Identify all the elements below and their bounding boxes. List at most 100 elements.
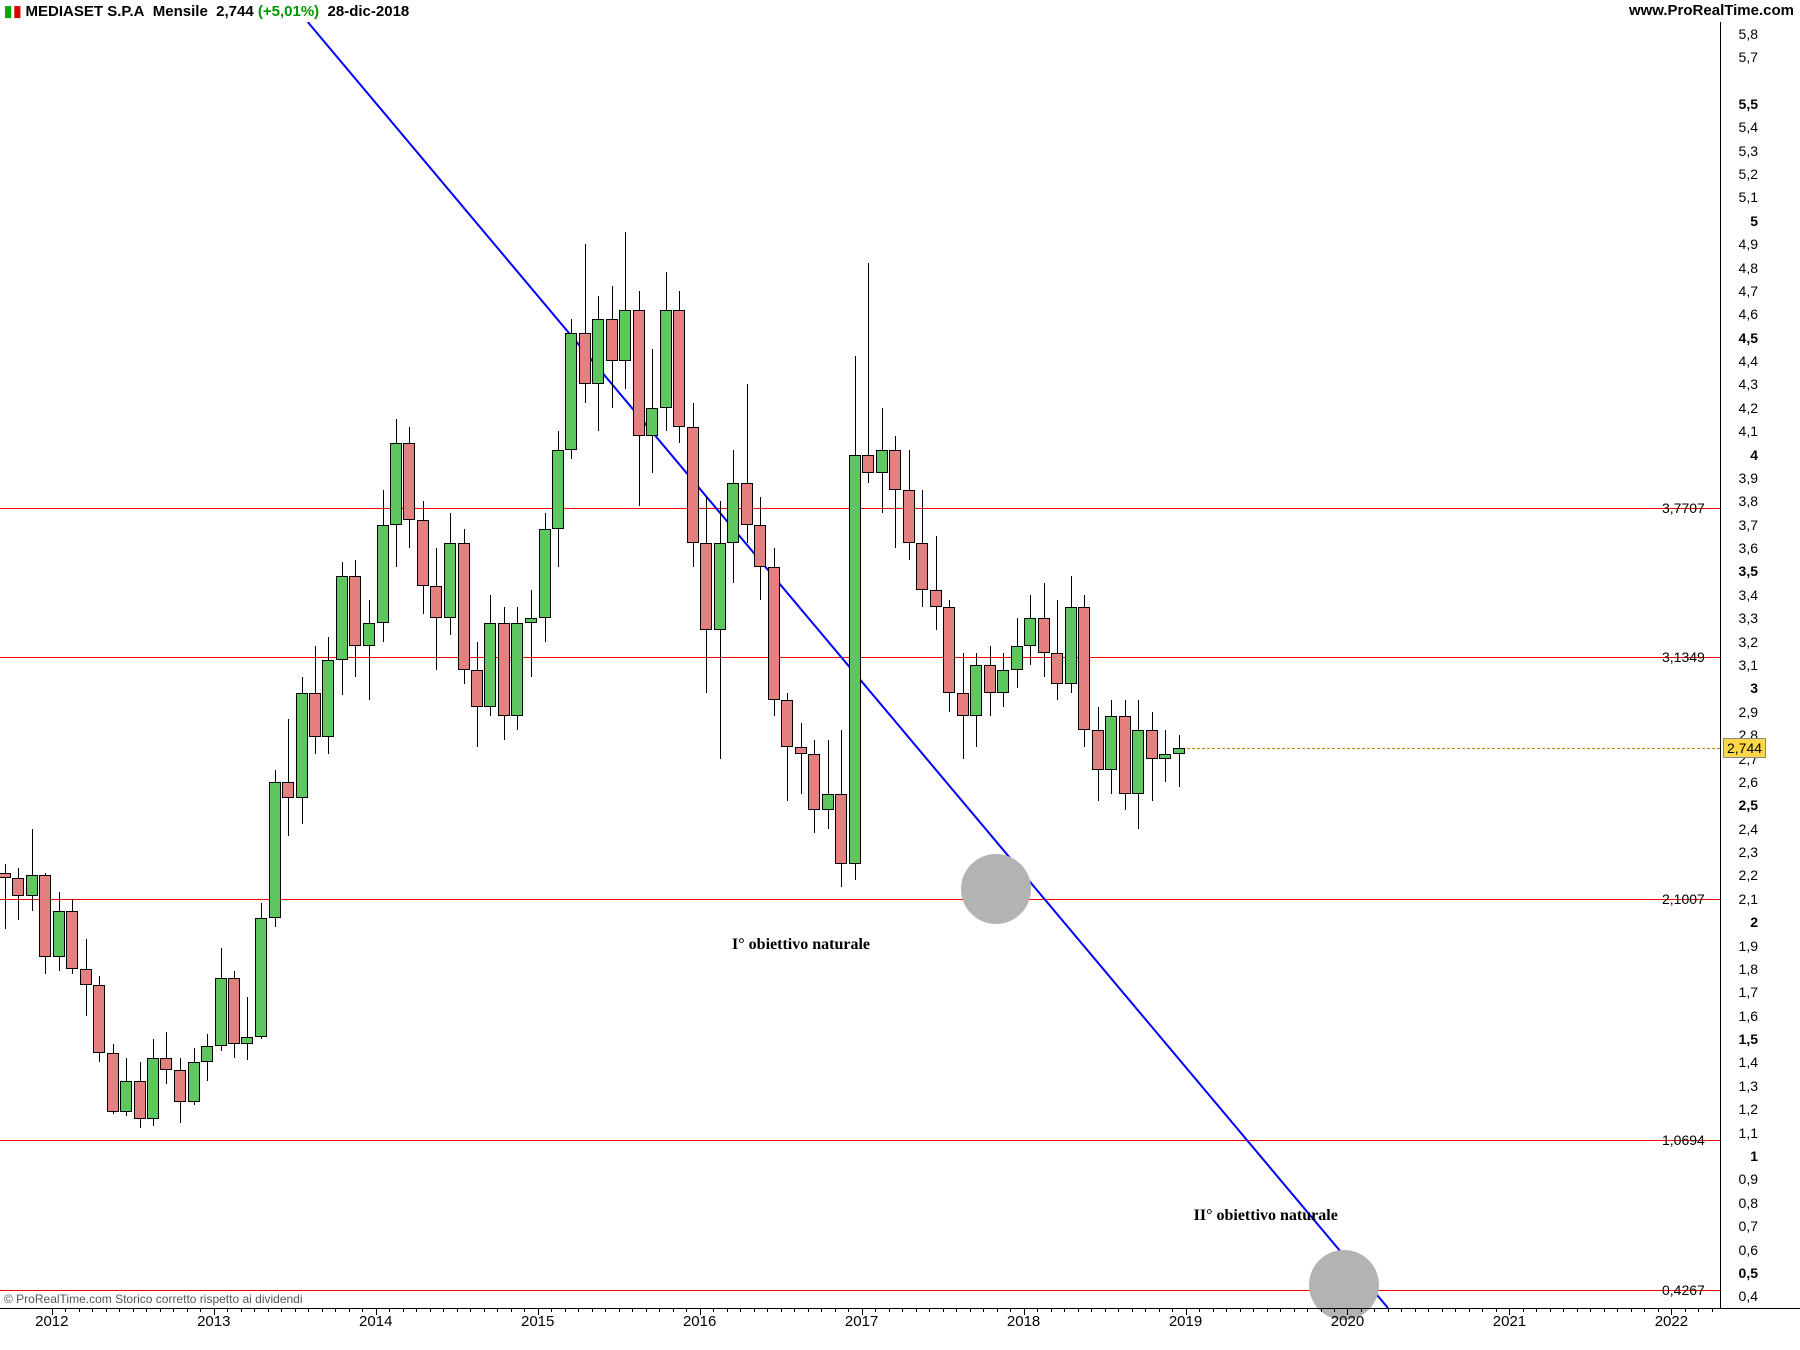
candle-body[interactable] bbox=[539, 529, 551, 618]
target-marker-circle[interactable] bbox=[961, 854, 1031, 924]
candle-body[interactable] bbox=[633, 310, 645, 436]
candle-body[interactable] bbox=[174, 1070, 186, 1103]
candle-body[interactable] bbox=[228, 978, 240, 1043]
candle-body[interactable] bbox=[849, 455, 861, 864]
candle-body[interactable] bbox=[201, 1046, 213, 1062]
candle-body[interactable] bbox=[700, 543, 712, 630]
candle-body[interactable] bbox=[417, 520, 429, 585]
candle-body[interactable] bbox=[1146, 730, 1158, 758]
candle-body[interactable] bbox=[160, 1058, 172, 1070]
candle-body[interactable] bbox=[646, 408, 658, 436]
x-tick-label: 2015 bbox=[521, 1313, 554, 1330]
candle-body[interactable] bbox=[619, 310, 631, 361]
candle-body[interactable] bbox=[916, 543, 928, 590]
candle-body[interactable] bbox=[943, 607, 955, 694]
y-tick-label: 3,7 bbox=[1739, 517, 1758, 533]
chart-annotation[interactable]: I° obiettivo naturale bbox=[732, 936, 870, 954]
candle-body[interactable] bbox=[606, 319, 618, 361]
candle-body[interactable] bbox=[565, 333, 577, 450]
candle-body[interactable] bbox=[957, 693, 969, 716]
candle-body[interactable] bbox=[363, 623, 375, 646]
horizontal-level-line[interactable] bbox=[0, 899, 1720, 900]
candle-body[interactable] bbox=[781, 700, 793, 747]
candle-body[interactable] bbox=[484, 623, 496, 707]
candle-body[interactable] bbox=[12, 878, 24, 897]
candle-body[interactable] bbox=[66, 911, 78, 969]
candle-body[interactable] bbox=[1065, 607, 1077, 684]
candle-body[interactable] bbox=[660, 310, 672, 408]
candle-body[interactable] bbox=[1092, 730, 1104, 770]
candle-body[interactable] bbox=[984, 665, 996, 693]
candle-body[interactable] bbox=[1038, 618, 1050, 653]
candle-body[interactable] bbox=[377, 525, 389, 623]
candle-body[interactable] bbox=[727, 483, 739, 544]
watermark: www.ProRealTime.com bbox=[1629, 2, 1794, 19]
candle-body[interactable] bbox=[498, 623, 510, 717]
candle-body[interactable] bbox=[1051, 653, 1063, 683]
candle-body[interactable] bbox=[714, 543, 726, 630]
candle-body[interactable] bbox=[822, 794, 834, 810]
candle-body[interactable] bbox=[903, 490, 915, 544]
candle-body[interactable] bbox=[552, 450, 564, 529]
candle-body[interactable] bbox=[444, 543, 456, 618]
candle-body[interactable] bbox=[741, 483, 753, 525]
candle-body[interactable] bbox=[687, 427, 699, 544]
candle-body[interactable] bbox=[673, 310, 685, 427]
candle-body[interactable] bbox=[403, 443, 415, 520]
candle-body[interactable] bbox=[970, 665, 982, 716]
candle-body[interactable] bbox=[188, 1062, 200, 1102]
horizontal-level-line[interactable] bbox=[0, 1290, 1720, 1291]
candle-body[interactable] bbox=[1132, 730, 1144, 793]
candle-body[interactable] bbox=[336, 576, 348, 660]
candle-body[interactable] bbox=[80, 969, 92, 985]
candle-body[interactable] bbox=[997, 670, 1009, 693]
candle-body[interactable] bbox=[296, 693, 308, 798]
candle-body[interactable] bbox=[525, 618, 537, 623]
candle-body[interactable] bbox=[1078, 607, 1090, 731]
chart-annotation[interactable]: II° obiettivo naturale bbox=[1194, 1207, 1338, 1225]
candle-body[interactable] bbox=[322, 660, 334, 737]
candle-body[interactable] bbox=[215, 978, 227, 1046]
candle-body[interactable] bbox=[349, 576, 361, 646]
candle-body[interactable] bbox=[120, 1081, 132, 1111]
candle-body[interactable] bbox=[430, 586, 442, 619]
candle-body[interactable] bbox=[471, 670, 483, 707]
candle-body[interactable] bbox=[390, 443, 402, 525]
candle-body[interactable] bbox=[768, 567, 780, 700]
candle-body[interactable] bbox=[511, 623, 523, 717]
candle-body[interactable] bbox=[1011, 646, 1023, 669]
y-tick-label: 4,6 bbox=[1739, 306, 1758, 322]
candle-body[interactable] bbox=[835, 794, 847, 864]
candle-body[interactable] bbox=[93, 985, 105, 1053]
candle-body[interactable] bbox=[876, 450, 888, 473]
chart-canvas[interactable]: 3,77073,13492,10071,06940,4267I° obietti… bbox=[0, 22, 1720, 1308]
candle-body[interactable] bbox=[269, 782, 281, 918]
candle-body[interactable] bbox=[579, 333, 591, 384]
candle-body[interactable] bbox=[795, 747, 807, 754]
candle-body[interactable] bbox=[808, 754, 820, 810]
candle-body[interactable] bbox=[107, 1053, 119, 1111]
candle-body[interactable] bbox=[930, 590, 942, 606]
candle-body[interactable] bbox=[241, 1037, 253, 1044]
candle-body[interactable] bbox=[147, 1058, 159, 1119]
candle-body[interactable] bbox=[26, 875, 38, 896]
candle-body[interactable] bbox=[458, 543, 470, 669]
horizontal-level-line[interactable] bbox=[0, 1140, 1720, 1141]
candle-body[interactable] bbox=[754, 525, 766, 567]
candle-body[interactable] bbox=[1173, 748, 1185, 754]
candle-body[interactable] bbox=[1024, 618, 1036, 646]
candle-body[interactable] bbox=[53, 911, 65, 958]
candle-body[interactable] bbox=[1105, 716, 1117, 770]
candle-body[interactable] bbox=[0, 873, 11, 878]
candle-body[interactable] bbox=[309, 693, 321, 737]
candle-body[interactable] bbox=[255, 918, 267, 1037]
candle-body[interactable] bbox=[282, 782, 294, 798]
candle-body[interactable] bbox=[1119, 716, 1131, 793]
candle-body[interactable] bbox=[862, 455, 874, 474]
candle-body[interactable] bbox=[134, 1081, 146, 1118]
y-tick-label: 1 bbox=[1750, 1148, 1758, 1164]
candle-body[interactable] bbox=[889, 450, 901, 490]
candle-body[interactable] bbox=[592, 319, 604, 384]
candle-body[interactable] bbox=[1159, 754, 1171, 759]
candle-body[interactable] bbox=[39, 875, 51, 957]
